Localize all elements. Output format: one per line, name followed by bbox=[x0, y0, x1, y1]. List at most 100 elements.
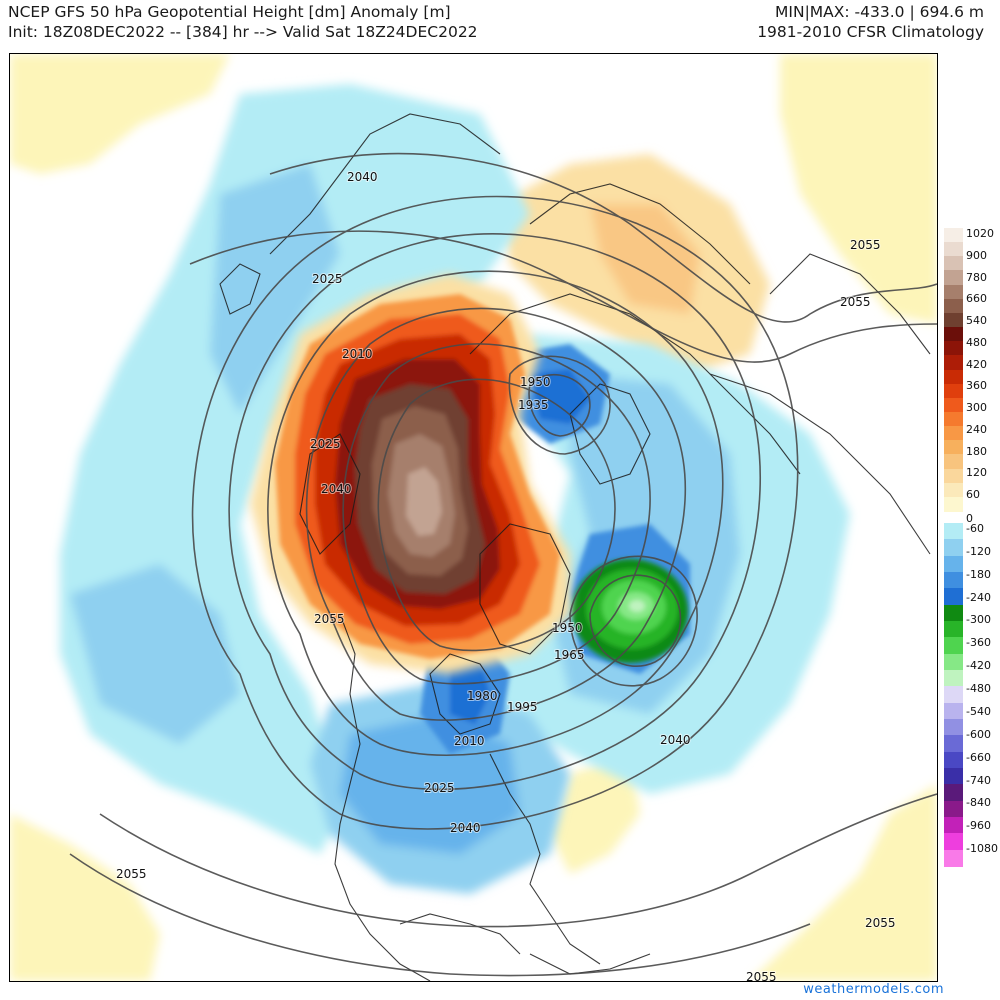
coastline-asia-east bbox=[269, 113, 501, 255]
coastline-north-america-east bbox=[489, 753, 601, 965]
colorbar-swatch bbox=[944, 496, 963, 512]
anomaly-blob-se-small bbox=[550, 754, 640, 874]
colorbar-tick-label: -660 bbox=[966, 750, 991, 764]
climatology-label: 1981-2010 CFSR Climatology bbox=[757, 23, 984, 41]
contour-layer bbox=[69, 152, 937, 977]
colorbar-tick-label: -480 bbox=[966, 682, 991, 696]
colorbar-swatch bbox=[944, 784, 963, 802]
contour-line-low-kara-2 bbox=[589, 574, 682, 667]
contour-label: 2055 bbox=[865, 916, 896, 930]
colorbar-swatch bbox=[944, 751, 963, 769]
anomaly-blob-nw-positive bbox=[10, 54, 230, 174]
colorbar-swatch bbox=[944, 242, 963, 257]
contour-line-2 bbox=[228, 233, 762, 791]
colorbar-swatch bbox=[944, 482, 963, 498]
colorbar-tick-label: 360 bbox=[966, 379, 987, 393]
colorbar-tick-label: 780 bbox=[966, 270, 987, 284]
anomaly-blob-pacific-mid bbox=[210, 164, 340, 414]
contour-label: 2010 bbox=[342, 347, 373, 361]
map-panel[interactable]: 2040 2025 2010 2025 2040 2055 1950 1935 … bbox=[9, 53, 938, 982]
colorbar-tick-label: -540 bbox=[966, 704, 991, 718]
colorbar-swatch bbox=[944, 653, 963, 671]
contour-label: 2040 bbox=[321, 482, 352, 496]
contour-label: 2055 bbox=[746, 970, 777, 981]
anomaly-map[interactable]: 2040 2025 2010 2025 2040 2055 1950 1935 … bbox=[10, 54, 937, 981]
anomaly-blob-northamerica-core bbox=[340, 714, 520, 854]
contour-label: 2040 bbox=[347, 170, 378, 184]
anomaly-warm-peak bbox=[406, 467, 442, 536]
colorbar-tick-label: 480 bbox=[966, 335, 987, 349]
colorbar-swatch bbox=[944, 426, 963, 441]
colorbar-swatch bbox=[944, 397, 963, 413]
contour-label: 1980 bbox=[467, 689, 498, 703]
colorbar-tick-label: 900 bbox=[966, 248, 987, 262]
contour-labels: 2040 2025 2010 2025 2040 2055 1950 1935 … bbox=[115, 169, 897, 981]
colorbar-tick-label: -120 bbox=[966, 544, 991, 558]
chart-title: NCEP GFS 50 hPa Geopotential Height [dm]… bbox=[8, 3, 451, 21]
contour-line-low-east-1 bbox=[508, 355, 611, 455]
init-valid-line: Init: 18Z08DEC2022 -- [384] hr --> Valid… bbox=[8, 23, 478, 41]
coastline-caribbean bbox=[529, 953, 651, 975]
colorbar-swatch bbox=[944, 355, 963, 371]
colorbar-swatch bbox=[944, 284, 963, 300]
colorbar-swatch bbox=[944, 523, 963, 540]
colorbar-tick-label: 540 bbox=[966, 314, 987, 328]
contour-line-4 bbox=[305, 307, 687, 721]
colorbar-swatch bbox=[944, 454, 963, 470]
colorbar-swatch bbox=[944, 621, 963, 638]
colorbar-tick-label: 240 bbox=[966, 422, 987, 436]
colorbar-swatch bbox=[944, 768, 963, 785]
coastline-gulf bbox=[399, 913, 521, 955]
colorbar-swatch bbox=[944, 256, 963, 272]
colorbar-swatch bbox=[944, 670, 963, 687]
colorbar-tick-label: -60 bbox=[966, 522, 984, 535]
coastline-layer bbox=[219, 113, 931, 981]
contour-line-north bbox=[269, 152, 937, 323]
colorbar-swatch bbox=[944, 440, 963, 455]
colorbar-tick-label: 60 bbox=[966, 488, 980, 502]
anomaly-blob-sw-positive bbox=[10, 814, 160, 981]
contour-label: 1935 bbox=[518, 398, 549, 412]
contour-label: 2025 bbox=[424, 781, 455, 795]
colorbar-tick-label: -240 bbox=[966, 590, 991, 604]
contour-line-north-2 bbox=[189, 230, 937, 363]
colorbar-tick-label: -960 bbox=[966, 819, 991, 833]
contour-label: 1995 bbox=[507, 700, 538, 714]
contour-label: 1965 bbox=[554, 648, 585, 662]
contour-line-outer bbox=[191, 195, 799, 830]
colorbar-swatch bbox=[944, 686, 963, 704]
anomaly-core-green-peak bbox=[629, 600, 645, 612]
contour-line-5 bbox=[342, 343, 651, 685]
colorbar-swatch bbox=[944, 588, 963, 606]
colorbar-tick-label: -360 bbox=[966, 636, 991, 650]
contour-label: 2040 bbox=[660, 733, 691, 747]
colorbar-swatch bbox=[944, 702, 963, 720]
coastline-hudson-bay bbox=[429, 653, 501, 735]
anomaly-blob-pacific-mid2 bbox=[70, 564, 240, 744]
colorbar-swatch bbox=[944, 572, 963, 589]
colorbar-swatch bbox=[944, 833, 963, 851]
colorbar-swatch bbox=[944, 800, 963, 818]
colorbar-swatch bbox=[944, 555, 963, 573]
contour-label: 2055 bbox=[850, 238, 881, 252]
stats-block: MIN|MAX: -433.0 | 694.6 m 1981-2010 CFSR… bbox=[757, 2, 984, 42]
colorbar-tick-label: -1080 bbox=[966, 842, 998, 856]
contour-label: 2055 bbox=[314, 612, 345, 626]
colorbar-swatch bbox=[944, 270, 963, 286]
colorbar-swatch bbox=[944, 369, 963, 385]
colorbar-swatch bbox=[944, 312, 963, 328]
colorbar-swatch bbox=[944, 341, 963, 356]
colorbar-swatch bbox=[944, 327, 963, 342]
colorbar-tick-label: -180 bbox=[966, 567, 991, 581]
anomaly-blob-europe-core bbox=[590, 204, 700, 314]
colorbar-tick-label: 420 bbox=[966, 357, 987, 371]
credit-link[interactable]: weathermodels.com bbox=[803, 982, 944, 997]
colorbar-tick-label: 1020 bbox=[966, 227, 994, 240]
colorbar-swatch bbox=[944, 298, 963, 314]
contour-label: 1950 bbox=[520, 375, 551, 389]
coastline-europe-south bbox=[529, 183, 751, 285]
colorbar-tick-label: 300 bbox=[966, 401, 987, 415]
colorbar-tick-label: 120 bbox=[966, 466, 987, 480]
colorbar-swatch bbox=[944, 719, 963, 736]
colorbar-swatch bbox=[944, 411, 963, 427]
